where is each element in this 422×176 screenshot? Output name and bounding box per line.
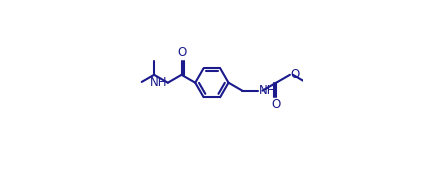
Text: NH: NH — [259, 84, 276, 97]
Text: NH: NH — [149, 76, 167, 89]
Text: O: O — [177, 46, 186, 59]
Text: O: O — [272, 98, 281, 111]
Text: O: O — [291, 68, 300, 81]
